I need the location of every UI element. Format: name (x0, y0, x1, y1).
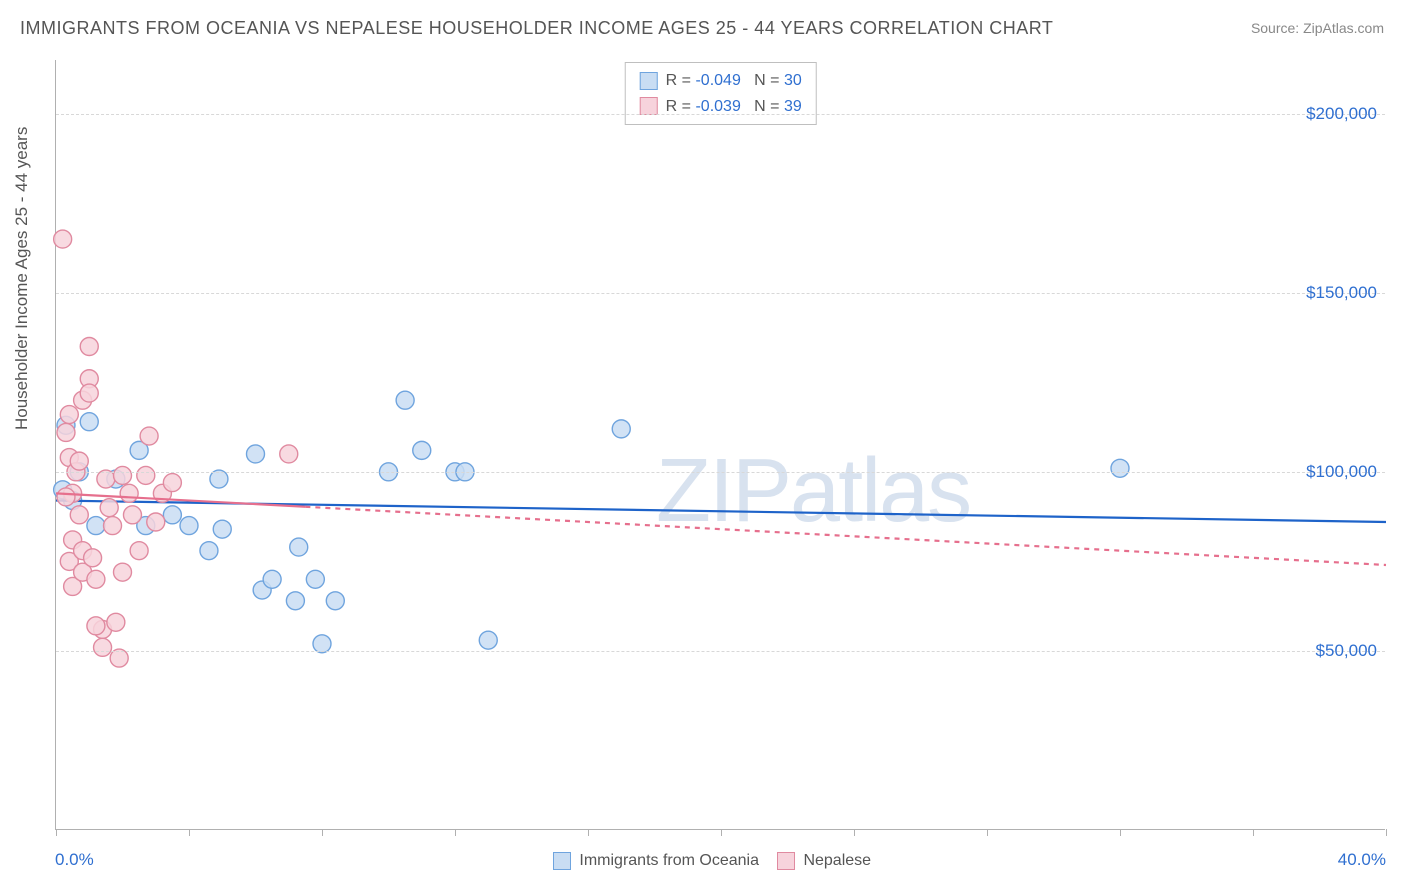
scatter-point (247, 445, 265, 463)
scatter-point (54, 230, 72, 248)
scatter-point (87, 617, 105, 635)
legend-label: Immigrants from Oceania (575, 852, 759, 869)
correlation-row: R = -0.039 N = 39 (639, 94, 802, 120)
y-tick-label: $200,000 (1306, 104, 1377, 124)
scatter-point (280, 445, 298, 463)
scatter-point (94, 638, 112, 656)
x-tick (987, 829, 988, 836)
scatter-point (87, 570, 105, 588)
scatter-point (413, 441, 431, 459)
scatter-point (612, 420, 630, 438)
x-tick (854, 829, 855, 836)
x-tick (1253, 829, 1254, 836)
scatter-point (84, 549, 102, 567)
scatter-point (137, 466, 155, 484)
source-attribution: Source: ZipAtlas.com (1251, 20, 1384, 36)
y-tick-label: $100,000 (1306, 462, 1377, 482)
scatter-point (306, 570, 324, 588)
x-tick (1386, 829, 1387, 836)
scatter-point (263, 570, 281, 588)
chart-title: IMMIGRANTS FROM OCEANIA VS NEPALESE HOUS… (20, 18, 1053, 39)
scatter-svg (56, 60, 1385, 829)
scatter-point (200, 542, 218, 560)
scatter-point (80, 384, 98, 402)
scatter-point (479, 631, 497, 649)
trend-line (305, 507, 1386, 565)
scatter-point (70, 452, 88, 470)
grid-line (56, 651, 1385, 652)
scatter-point (286, 592, 304, 610)
x-tick (189, 829, 190, 836)
x-tick (721, 829, 722, 836)
scatter-point (107, 613, 125, 631)
scatter-point (114, 466, 132, 484)
scatter-point (70, 506, 88, 524)
chart-plot-area: ZIPatlas R = -0.049 N = 30 R = -0.039 N … (55, 60, 1385, 830)
grid-line (56, 114, 1385, 115)
y-tick-label: $50,000 (1316, 641, 1377, 661)
scatter-point (130, 542, 148, 560)
grid-line (56, 293, 1385, 294)
scatter-point (326, 592, 344, 610)
scatter-point (80, 413, 98, 431)
scatter-point (290, 538, 308, 556)
scatter-point (140, 427, 158, 445)
x-tick (322, 829, 323, 836)
scatter-point (147, 513, 165, 531)
scatter-point (87, 517, 105, 535)
series-legend: Immigrants from Oceania Nepalese (0, 852, 1406, 870)
y-axis-label: Householder Income Ages 25 - 44 years (12, 127, 32, 430)
scatter-point (57, 423, 75, 441)
grid-line (56, 472, 1385, 473)
x-tick (56, 829, 57, 836)
x-tick (588, 829, 589, 836)
scatter-point (213, 520, 231, 538)
legend-swatch (777, 852, 795, 870)
scatter-point (163, 474, 181, 492)
scatter-point (104, 517, 122, 535)
y-tick-label: $150,000 (1306, 283, 1377, 303)
x-tick (1120, 829, 1121, 836)
scatter-point (60, 406, 78, 424)
scatter-point (396, 391, 414, 409)
x-tick (455, 829, 456, 836)
correlation-legend: R = -0.049 N = 30 R = -0.039 N = 39 (624, 62, 817, 125)
scatter-point (80, 338, 98, 356)
scatter-point (1111, 459, 1129, 477)
scatter-point (57, 488, 75, 506)
correlation-row: R = -0.049 N = 30 (639, 68, 802, 94)
scatter-point (163, 506, 181, 524)
scatter-point (120, 484, 138, 502)
legend-label: Nepalese (799, 852, 871, 869)
scatter-point (180, 517, 198, 535)
scatter-point (123, 506, 141, 524)
scatter-point (100, 499, 118, 517)
scatter-point (114, 563, 132, 581)
legend-swatch (553, 852, 571, 870)
